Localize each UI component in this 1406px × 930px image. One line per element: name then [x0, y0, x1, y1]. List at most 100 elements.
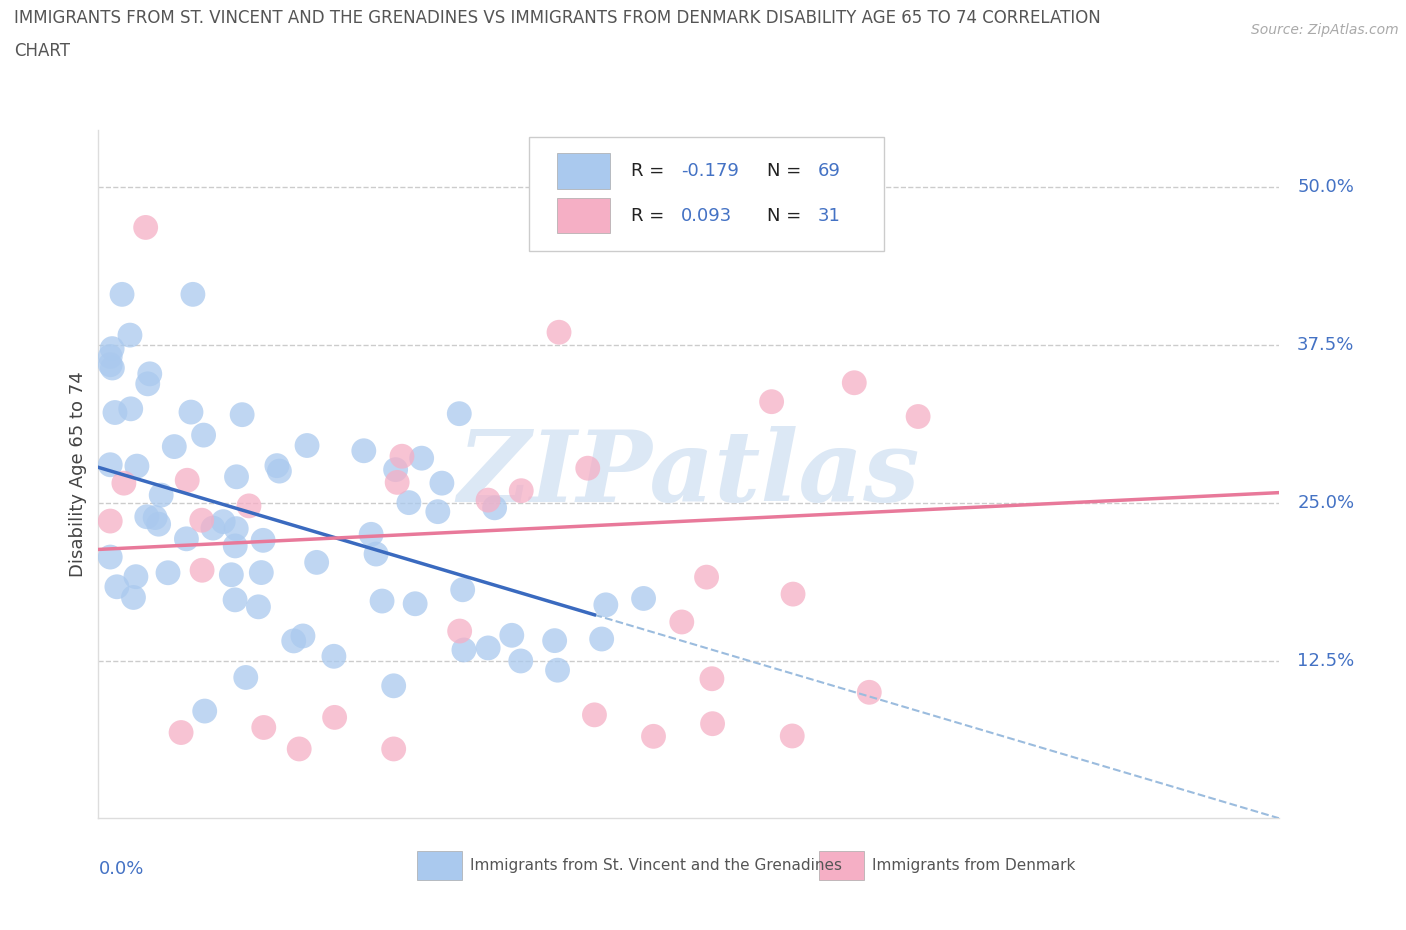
Point — [231, 407, 253, 422]
Text: -0.179: -0.179 — [681, 162, 738, 179]
Point — [143, 511, 166, 525]
Point — [122, 590, 145, 604]
Point — [591, 631, 613, 646]
Point — [449, 624, 471, 639]
Point — [194, 704, 217, 719]
Point — [98, 357, 121, 372]
Point — [247, 600, 270, 615]
Point — [844, 376, 866, 391]
Point — [181, 287, 204, 302]
Point — [484, 500, 506, 515]
Point — [398, 495, 420, 510]
Point — [782, 587, 804, 602]
Point — [201, 521, 224, 536]
Point — [451, 582, 474, 597]
Point — [250, 565, 273, 580]
Text: R =: R = — [631, 206, 671, 224]
Point — [235, 670, 257, 684]
Text: 31: 31 — [818, 206, 841, 224]
FancyBboxPatch shape — [557, 198, 610, 233]
Text: 0.0%: 0.0% — [98, 859, 143, 878]
Point — [101, 341, 124, 356]
Point — [583, 708, 606, 723]
Point — [371, 593, 394, 608]
Point — [700, 671, 723, 686]
Point — [453, 643, 475, 658]
Point — [170, 725, 193, 740]
Point — [98, 458, 121, 472]
Point — [101, 361, 124, 376]
Point — [135, 220, 157, 235]
Point — [477, 641, 499, 656]
Text: 50.0%: 50.0% — [1298, 178, 1354, 196]
FancyBboxPatch shape — [418, 852, 463, 881]
FancyBboxPatch shape — [818, 852, 863, 881]
Point — [353, 444, 375, 458]
Point — [404, 596, 426, 611]
Text: N =: N = — [766, 162, 807, 179]
Point — [391, 449, 413, 464]
Point — [120, 402, 142, 417]
Point — [104, 405, 127, 420]
Point — [543, 633, 565, 648]
Text: 25.0%: 25.0% — [1298, 494, 1354, 512]
Point — [125, 569, 148, 584]
Point — [360, 527, 382, 542]
Point — [176, 472, 198, 487]
Point — [288, 741, 311, 756]
Point — [221, 567, 243, 582]
Point — [643, 729, 665, 744]
Point — [269, 464, 291, 479]
Point — [180, 405, 202, 419]
Point — [323, 710, 346, 724]
Point — [633, 591, 655, 606]
Point — [576, 460, 599, 475]
Point — [98, 349, 121, 364]
Point — [291, 629, 314, 644]
FancyBboxPatch shape — [557, 153, 610, 189]
Point — [449, 406, 471, 421]
Point — [191, 563, 214, 578]
Point — [384, 462, 406, 477]
Point — [125, 458, 148, 473]
Point — [193, 428, 215, 443]
Text: 69: 69 — [818, 162, 841, 179]
Point — [907, 409, 929, 424]
Point — [671, 615, 693, 630]
Point — [501, 628, 523, 643]
Point — [118, 327, 141, 342]
Y-axis label: Disability Age 65 to 74: Disability Age 65 to 74 — [69, 371, 87, 578]
Point — [191, 512, 214, 527]
Text: 37.5%: 37.5% — [1298, 336, 1354, 354]
Point — [105, 579, 128, 594]
Point — [385, 475, 408, 490]
Point — [430, 476, 453, 491]
Point — [761, 394, 783, 409]
Point — [224, 538, 246, 553]
Point — [426, 504, 449, 519]
Point — [295, 438, 318, 453]
Point — [163, 439, 186, 454]
Point — [176, 531, 198, 546]
Point — [780, 728, 803, 743]
Text: IMMIGRANTS FROM ST. VINCENT AND THE GRENADINES VS IMMIGRANTS FROM DENMARK DISABI: IMMIGRANTS FROM ST. VINCENT AND THE GREN… — [14, 9, 1101, 27]
Point — [595, 597, 617, 612]
Point — [253, 720, 276, 735]
Point — [252, 533, 274, 548]
Point — [364, 547, 387, 562]
Text: 12.5%: 12.5% — [1298, 652, 1354, 670]
Point — [139, 366, 162, 381]
Point — [238, 498, 260, 513]
Point — [696, 570, 718, 585]
Point — [702, 716, 724, 731]
Text: N =: N = — [766, 206, 807, 224]
Text: 0.093: 0.093 — [681, 206, 733, 224]
Point — [411, 451, 433, 466]
Point — [382, 678, 405, 693]
Point — [547, 663, 569, 678]
Point — [135, 510, 157, 525]
Text: Immigrants from Denmark: Immigrants from Denmark — [872, 858, 1076, 873]
Point — [98, 550, 121, 565]
Point — [509, 654, 531, 669]
Point — [322, 649, 344, 664]
